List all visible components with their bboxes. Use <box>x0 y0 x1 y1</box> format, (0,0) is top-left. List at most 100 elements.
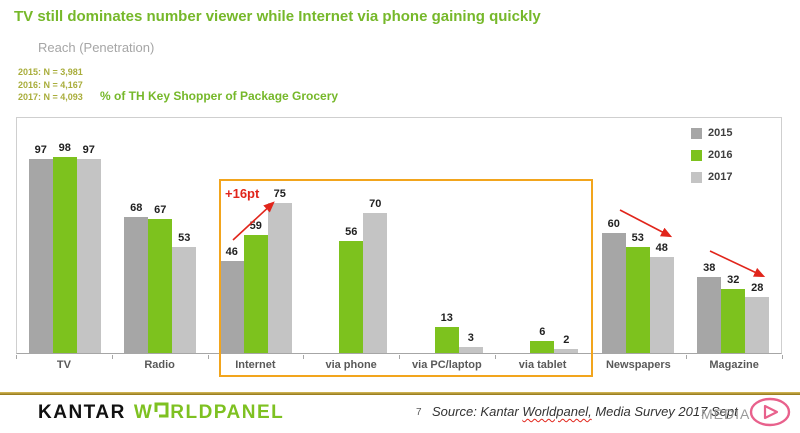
bar-value-label: 3 <box>467 332 474 344</box>
bar-slot: 68 <box>124 118 149 353</box>
axis-tick <box>207 355 209 359</box>
page-number: 7 <box>416 407 422 418</box>
play-button[interactable] <box>749 397 791 427</box>
bar-2015-newspapers <box>601 233 626 353</box>
gain-annotation-label: +16pt <box>225 186 260 201</box>
bar-2015-internet <box>219 261 244 353</box>
chart-cell-via-phone: 56 70 <box>304 118 400 353</box>
bar-value-label: 70 <box>369 198 382 210</box>
logo-worldpanel-text: W <box>133 402 154 423</box>
chart-cell-radio: 68 67 53 <box>113 118 209 353</box>
axis-tick <box>590 355 592 359</box>
bar-value-label: 13 <box>440 312 453 324</box>
category-label: TV <box>56 359 71 371</box>
bar-2016-internet <box>243 235 268 353</box>
bar-2017-magazine <box>745 297 770 353</box>
bar-value-label: 32 <box>727 274 740 286</box>
bar-group: 56 70 <box>315 118 388 353</box>
bar-slot: 13 <box>434 118 459 353</box>
base-note: % of TH Key Shopper of Package Grocery <box>100 89 339 103</box>
bar-slot <box>506 118 530 353</box>
bar-slot: 32 <box>721 118 746 353</box>
bar-value-label: 60 <box>607 218 620 230</box>
legend-label: 2016 <box>708 149 733 161</box>
axis-tick <box>399 355 400 359</box>
chart-cell-internet: 46 59 75 <box>208 118 304 353</box>
legend-swatch-icon <box>691 149 702 161</box>
bar-value-label: 53 <box>631 232 644 244</box>
source-prefix: Source: Kantar <box>432 404 523 419</box>
source-suffix: Media Survey 2017 Sept <box>591 404 738 419</box>
axis-tick <box>494 355 496 359</box>
bar-slot: 97 <box>28 118 53 353</box>
bar-value-label: 59 <box>249 220 262 232</box>
logo-worldpanel-text: RLDPANEL <box>170 402 285 423</box>
category-label: via phone <box>325 359 377 371</box>
sample-size-2016: 2016: N = 4,167 <box>18 79 83 90</box>
bar-2016-newspapers <box>625 247 650 353</box>
bar-2016-via-phone <box>339 241 364 353</box>
bar-value-label: 53 <box>178 232 191 244</box>
bar-slot: 70 <box>363 118 388 353</box>
legend-item-2016: 2016 <box>691 149 732 161</box>
bar-group: 60 53 48 <box>601 118 674 353</box>
axis-tick <box>16 355 17 359</box>
bar-group: 97 98 97 <box>28 118 101 353</box>
axis-tick <box>303 355 305 359</box>
bar-slot: 53 <box>172 118 197 353</box>
sample-size-2017: 2017: N = 4,093 <box>18 92 83 102</box>
bar-group: 38 32 28 <box>697 118 770 353</box>
bar-slot <box>315 118 339 353</box>
bar-value-label: 97 <box>82 144 95 156</box>
chart-subtitle: Reach (Penetration) <box>38 40 155 55</box>
bar-slot: 46 <box>219 118 244 353</box>
bar-value-label: 46 <box>225 246 238 258</box>
bar-value-label: 28 <box>751 282 764 294</box>
bar-slot: 59 <box>243 118 268 353</box>
source-spellcheck-text: Worldpanel, <box>522 404 592 419</box>
bar-2015-magazine <box>697 277 722 353</box>
bar-slot: 38 <box>697 118 722 353</box>
axis-tick <box>111 355 113 359</box>
bar-slot <box>411 118 435 353</box>
source-citation: Source: Kantar Worldpanel, Media Survey … <box>432 404 738 419</box>
bar-slot: 48 <box>649 118 674 353</box>
bar-value-label: 68 <box>130 202 143 214</box>
bar-2016-magazine <box>721 289 746 353</box>
play-icon <box>749 397 791 427</box>
category-label: Internet <box>235 359 276 371</box>
footer-divider <box>0 392 800 395</box>
bar-slot: 6 <box>530 118 555 353</box>
axis-tick <box>686 355 688 359</box>
bar-value-label: 56 <box>345 226 358 238</box>
bar-slot: 97 <box>76 118 101 353</box>
bar-slot: 98 <box>52 118 77 353</box>
section-label: MEDIA <box>701 406 751 422</box>
legend-swatch-icon <box>691 127 702 139</box>
category-label: via tablet <box>518 359 567 371</box>
chart-cell-tv: 97 98 97 <box>17 118 113 353</box>
bar-slot: 75 <box>267 118 292 353</box>
bar-slot: 67 <box>148 118 173 353</box>
chart-legend: 2015 2016 2017 <box>691 127 732 193</box>
bar-value-label: 75 <box>273 188 286 200</box>
bar-group: 13 3 <box>411 118 483 353</box>
bar-value-label: 97 <box>34 144 47 156</box>
bar-group: 68 67 53 <box>124 118 197 353</box>
bar-2016-radio <box>148 219 173 353</box>
bar-slot: 28 <box>745 118 770 353</box>
kantar-worldpanel-logo: KANTAR W RLDPANEL <box>38 402 284 424</box>
bar-2017-newspapers <box>649 257 674 353</box>
bar-slot: 3 <box>458 118 483 353</box>
category-label: via PC/laptop <box>412 359 482 371</box>
bar-2017-radio <box>172 247 197 353</box>
bar-2017-via-pc-laptop <box>458 347 483 353</box>
legend-label: 2017 <box>708 171 733 183</box>
legend-swatch-icon <box>691 171 702 183</box>
chart-cell-magazine: 38 32 28 <box>686 118 782 353</box>
bar-2016-tv <box>52 157 77 353</box>
bar-2015-radio <box>124 217 149 353</box>
bar-value-label: 6 <box>539 326 546 338</box>
legend-item-2015: 2015 <box>691 127 732 139</box>
